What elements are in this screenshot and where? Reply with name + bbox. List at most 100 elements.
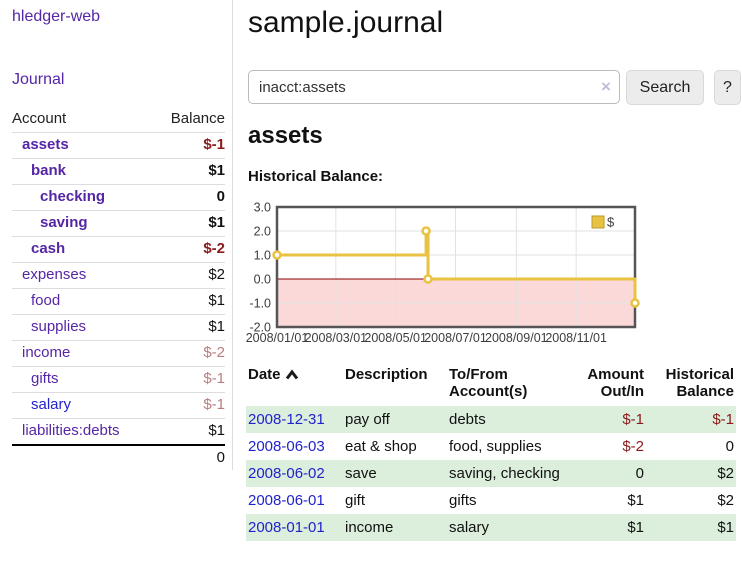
account-balance: $-1 [153,392,225,419]
account-balance: $2 [153,262,225,289]
transaction-description: save [345,465,377,482]
transaction-row: 2008-12-31 pay off debts $-1 $-1 [246,406,736,433]
account-balance: $1 [153,314,225,341]
account-link-food[interactable]: food [31,292,61,309]
account-heading: assets [248,122,323,149]
accounts-body: assets $-1 bank $1 checking 0 saving $1 cash $-2 e… [12,132,225,445]
transaction-balance: $1 [717,519,734,536]
account-row: cash $-2 [12,236,225,263]
account-link-salary[interactable]: salary [31,396,72,413]
account-link-cash[interactable]: cash [31,240,66,257]
account-link-income[interactable]: income [22,344,71,361]
account-link-expenses[interactable]: expenses [22,266,87,283]
transaction-date-link[interactable]: 2008-06-02 [248,465,325,482]
svg-text:-2.0: -2.0 [249,321,271,335]
search-button[interactable]: Search [626,70,704,105]
column-header-tofrom: To/From Account(s) [449,366,528,400]
transaction-amount: $-1 [622,411,644,428]
transaction-description: pay off [345,411,390,428]
account-link-assets[interactable]: assets [22,136,69,153]
transaction-amount: $1 [627,519,644,536]
accounts-total-spacer [12,444,154,471]
transactions-header-row: Date Description To/From Account(s) Amou… [246,362,736,406]
sidebar-item-journal[interactable]: Journal [12,71,65,88]
transactions-table: Date Description To/From Account(s) Amou… [246,362,736,541]
transaction-description: eat & shop [345,438,417,455]
help-button[interactable]: ? [714,70,741,105]
account-link-supplies[interactable]: supplies [31,318,87,335]
account-row: saving $1 [12,210,225,237]
svg-text:2.0: 2.0 [254,225,271,239]
account-row: salary $-1 [12,392,225,419]
sort-ascending-icon [285,367,299,384]
account-row: gifts $-1 [12,366,225,393]
app-title-link[interactable]: hledger-web [12,8,101,25]
transaction-amount: $1 [627,492,644,509]
account-link-checking[interactable]: checking [40,188,106,205]
svg-text:1.0: 1.0 [254,249,271,263]
account-balance: $-1 [153,132,225,159]
svg-text:0.0: 0.0 [254,273,271,287]
account-row: supplies $1 [12,314,225,341]
transaction-description: gift [345,492,366,509]
svg-text:3.0: 3.0 [254,201,271,215]
accounts-total-row: 0 [12,444,225,471]
column-header-balance: Historical Balance [665,366,734,400]
transaction-date-link[interactable]: 2008-12-31 [248,411,325,428]
transactions-body: 2008-12-31 pay off debts $-1 $-1 2008-06-03 ea… [246,406,736,541]
accounts-header-row: Account Balance [12,106,225,133]
account-balance: 0 [153,184,225,211]
account-link-liabilities-debts[interactable]: liabilities:debts [22,422,120,439]
svg-text:2008/09/01: 2008/09/01 [485,331,548,345]
transaction-row: 2008-06-03 eat & shop food, supplies $-2 0 [246,433,736,460]
column-header-amount: Amount Out/In [587,366,644,400]
transaction-accounts: gifts [449,492,477,509]
transaction-accounts: saving, checking [449,465,560,482]
column-header-date[interactable]: Date [246,362,343,406]
chart-title: Historical Balance: [248,168,384,185]
account-row: income $-2 [12,340,225,367]
transaction-amount: $-2 [622,438,644,455]
page-title: sample.journal [248,6,444,39]
account-link-gifts[interactable]: gifts [31,370,59,387]
column-header-description: Description [345,366,428,383]
svg-text:2008/03/01: 2008/03/01 [305,331,368,345]
transaction-balance: 0 [725,438,734,455]
svg-text:2008/01/01: 2008/01/01 [246,331,309,345]
transaction-row: 2008-01-01 income salary $1 $1 [246,514,736,541]
transaction-date-link[interactable]: 2008-06-01 [248,492,325,509]
account-balance: $1 [153,288,225,315]
account-link-bank[interactable]: bank [31,162,67,179]
transaction-row: 2008-06-02 save saving, checking 0 $2 [246,460,736,487]
account-row: expenses $2 [12,262,225,289]
transaction-accounts: food, supplies [449,438,542,455]
svg-text:2008/05/01: 2008/05/01 [364,331,427,345]
account-row: checking 0 [12,184,225,211]
account-balance: $-2 [153,236,225,263]
transaction-balance: $-1 [712,411,734,428]
account-link-saving[interactable]: saving [40,214,88,231]
account-row: food $1 [12,288,225,315]
account-balance: $1 [153,418,225,445]
balance-chart: 3.0 2.0 1.0 0.0 -1.0 -2.0 2008/01/01 2008/03/01… [240,200,742,352]
transaction-amount: 0 [635,465,644,482]
account-balance: $1 [153,210,225,237]
transaction-description: income [345,519,394,536]
account-row: liabilities:debts $1 [12,418,225,445]
account-balance: $-1 [153,366,225,393]
transaction-date-link[interactable]: 2008-01-01 [248,519,325,536]
svg-text:2008/11/01: 2008/11/01 [545,331,607,345]
account-row: bank $1 [12,158,225,185]
svg-text:-1.0: -1.0 [249,297,271,311]
transaction-date-link[interactable]: 2008-06-03 [248,438,325,455]
balance-chart-svg: 3.0 2.0 1.0 0.0 -1.0 -2.02008/01/012008/03/01… [246,201,640,345]
transaction-balance: $2 [717,465,734,482]
transaction-row: 2008-06-01 gift gifts $1 $2 [246,487,736,514]
clear-search-icon[interactable]: × [601,77,611,96]
search-input[interactable] [248,70,620,104]
account-balance: $-2 [153,340,225,367]
account-row: assets $-1 [12,132,225,159]
sidebar: hledger-web Journal Account Balance asse… [0,0,233,471]
accounts-header-balance: Balance [170,110,225,127]
accounts-header-account: Account [12,110,67,127]
